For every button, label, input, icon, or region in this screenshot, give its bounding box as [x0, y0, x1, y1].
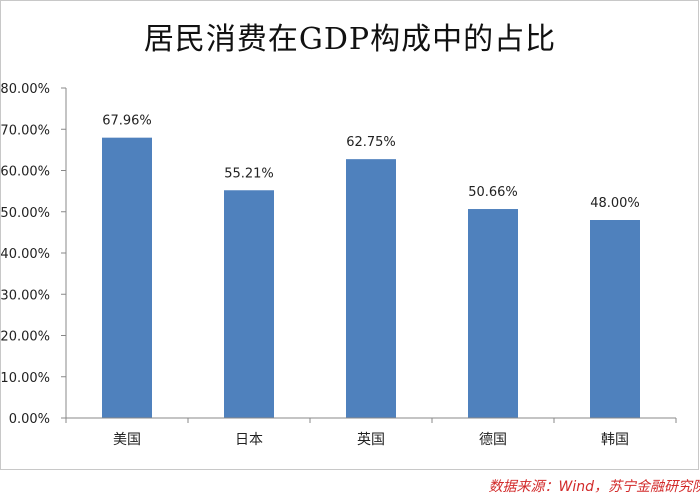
bar	[224, 190, 274, 418]
y-axis: 0.00% 10.00% 20.00% 30.00% 40.00% 50.00% 60.00…	[0, 82, 67, 427]
bars: 67.96% 55.21% 62.75% 50.66% 48.00%	[102, 114, 640, 419]
x-category-label: 德国	[479, 432, 507, 448]
bar-value-label: 50.66%	[468, 185, 518, 200]
bar	[346, 159, 396, 418]
x-category-label: 韩国	[601, 432, 629, 448]
y-tick-label: 60.00%	[0, 165, 50, 180]
x-category-label: 日本	[235, 432, 263, 448]
bar-value-label: 48.00%	[590, 196, 640, 211]
x-axis: 美国 日本 英国 德国 韩国	[65, 417, 677, 448]
bar	[468, 209, 518, 418]
bar	[590, 220, 640, 418]
y-tick-label: 40.00%	[0, 247, 50, 262]
bar-value-label: 62.75%	[346, 135, 396, 150]
chart-title: 居民消费在GDP构成中的占比	[143, 22, 557, 57]
x-category-label: 英国	[357, 431, 385, 448]
data-source-note: 数据来源：Wind，苏宁金融研究院	[488, 479, 700, 495]
y-tick-label: 10.00%	[0, 371, 50, 386]
y-tick-label: 70.00%	[0, 123, 50, 138]
x-category-label: 美国	[113, 432, 141, 448]
y-tick-label: 0.00%	[9, 412, 50, 427]
y-tick-label: 30.00%	[0, 288, 50, 303]
y-tick-label: 20.00%	[0, 330, 50, 345]
bar-value-label: 67.96%	[102, 114, 152, 129]
y-tick-label: 50.00%	[0, 206, 50, 221]
bar-chart: 0.00% 10.00% 20.00% 30.00% 40.00% 50.00% 60.00…	[0, 82, 677, 448]
bar	[102, 137, 152, 419]
y-tick-label: 80.00%	[0, 82, 50, 97]
bar-value-label: 55.21%	[224, 166, 274, 181]
